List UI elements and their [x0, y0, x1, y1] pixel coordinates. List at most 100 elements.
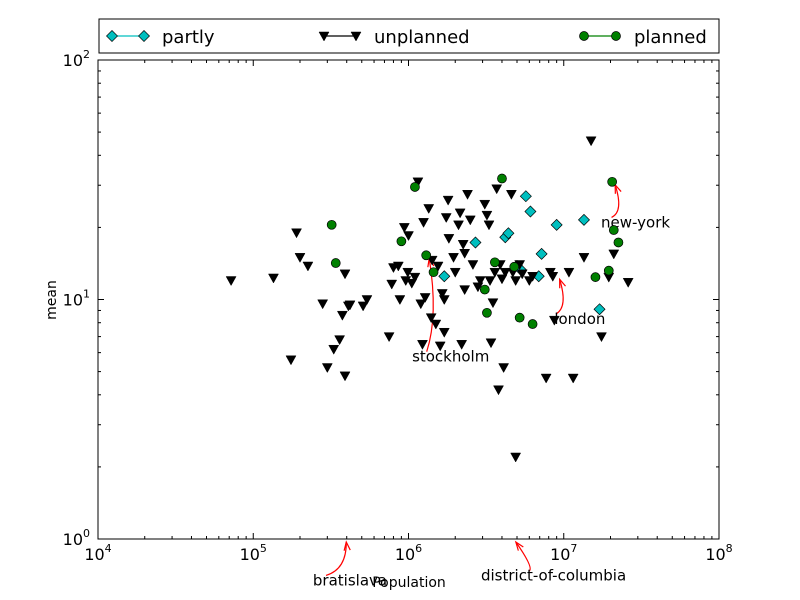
unplanned-point: [479, 199, 491, 210]
legend-label: planned: [634, 27, 707, 48]
unplanned-point: [459, 248, 471, 259]
planned-point: [482, 307, 492, 318]
partly-point: [524, 205, 537, 218]
unplanned-point: [339, 371, 351, 382]
unplanned-point: [489, 267, 501, 278]
partly-point: [438, 270, 451, 283]
unplanned-point: [453, 220, 464, 231]
partly-point: [550, 218, 563, 231]
unplanned-point: [474, 276, 486, 287]
annotation-arrow: [515, 541, 531, 572]
unplanned-point: [321, 363, 333, 374]
unplanned-point: [415, 299, 427, 310]
planned-point: [330, 258, 341, 268]
planned-point: [514, 312, 525, 323]
unplanned-point: [294, 253, 306, 263]
unplanned-point: [498, 363, 510, 374]
planned-point: [326, 219, 337, 230]
unplanned-point: [499, 267, 511, 278]
x-axis-label: Population: [372, 575, 446, 591]
annotation-label: district-of-columbia: [481, 567, 626, 585]
legend-marker: [138, 30, 150, 42]
unplanned-point: [438, 295, 450, 306]
unplanned-point: [622, 278, 634, 288]
unplanned-point: [419, 293, 431, 303]
planned-point: [527, 319, 538, 329]
series-planned: [326, 173, 624, 329]
planned-point: [497, 173, 507, 184]
unplanned-point: [464, 215, 476, 226]
planned-point: [590, 272, 601, 282]
unplanned-point: [436, 289, 448, 299]
annotation-layer: new-york london stockholm bratislava distric…: [313, 183, 670, 589]
annotation-label: bratislava: [313, 571, 387, 589]
unplanned-point: [423, 204, 435, 214]
planned-point: [509, 261, 520, 272]
unplanned-point: [547, 272, 559, 282]
planned-point: [421, 250, 432, 261]
planned-point: [396, 236, 407, 247]
unplanned-point: [457, 240, 469, 250]
unplanned-point: [496, 274, 508, 285]
unplanned-point: [567, 373, 579, 384]
annotation-arrow: [325, 541, 347, 576]
legend-label: partly: [162, 27, 215, 48]
unplanned-point: [540, 373, 552, 384]
unplanned-point: [336, 310, 348, 321]
unplanned-point: [596, 332, 607, 343]
unplanned-point: [493, 385, 504, 396]
unplanned-point: [491, 184, 503, 195]
y-axis-label: mean: [44, 280, 60, 320]
planned-point: [410, 182, 420, 192]
unplanned-point: [361, 295, 373, 306]
annotation-arrowhead: [559, 277, 566, 289]
unplanned-point: [386, 279, 398, 290]
unplanned-point: [585, 136, 597, 147]
unplanned-point: [578, 253, 590, 263]
unplanned-point: [563, 267, 575, 278]
unplanned-point: [417, 340, 428, 350]
unplanned-point: [334, 335, 346, 346]
partly-point: [502, 227, 515, 240]
unplanned-point: [481, 210, 493, 221]
partly-point: [577, 213, 590, 226]
annotation-label: london: [554, 310, 605, 328]
planned-point: [603, 265, 614, 276]
annotation-label: stockholm: [412, 348, 489, 366]
unplanned-point: [483, 220, 495, 231]
data-markers: [225, 136, 634, 463]
unplanned-point: [402, 267, 414, 278]
unplanned-point: [344, 300, 356, 311]
unplanned-point: [527, 272, 539, 282]
annotation-arrow: [611, 184, 620, 218]
legend-entry-unplanned: unplanned: [318, 27, 470, 48]
partly-point: [593, 303, 606, 316]
unplanned-point: [291, 228, 302, 239]
unplanned-point: [430, 319, 442, 330]
unplanned-point: [398, 223, 410, 233]
unplanned-point: [394, 295, 406, 306]
unplanned-point: [449, 267, 461, 278]
plot-frame: [97, 59, 720, 540]
legend-marker: [579, 31, 589, 41]
unplanned-point: [442, 195, 454, 206]
unplanned-point: [448, 253, 459, 263]
annotation-arrowhead: [514, 540, 524, 551]
unplanned-point: [425, 313, 437, 324]
unplanned-point: [608, 249, 620, 260]
partly-point: [469, 236, 482, 249]
unplanned-point: [409, 272, 421, 283]
series-partly: [438, 190, 606, 316]
unplanned-point: [285, 355, 297, 366]
unplanned-point: [510, 276, 522, 287]
unplanned-point: [505, 190, 517, 200]
planned-point: [607, 176, 617, 187]
unplanned-point: [339, 269, 351, 280]
partly-point: [535, 247, 548, 260]
unplanned-point: [317, 299, 329, 310]
planned-point: [613, 237, 624, 248]
unplanned-point: [443, 234, 455, 244]
unplanned-point: [403, 231, 414, 242]
